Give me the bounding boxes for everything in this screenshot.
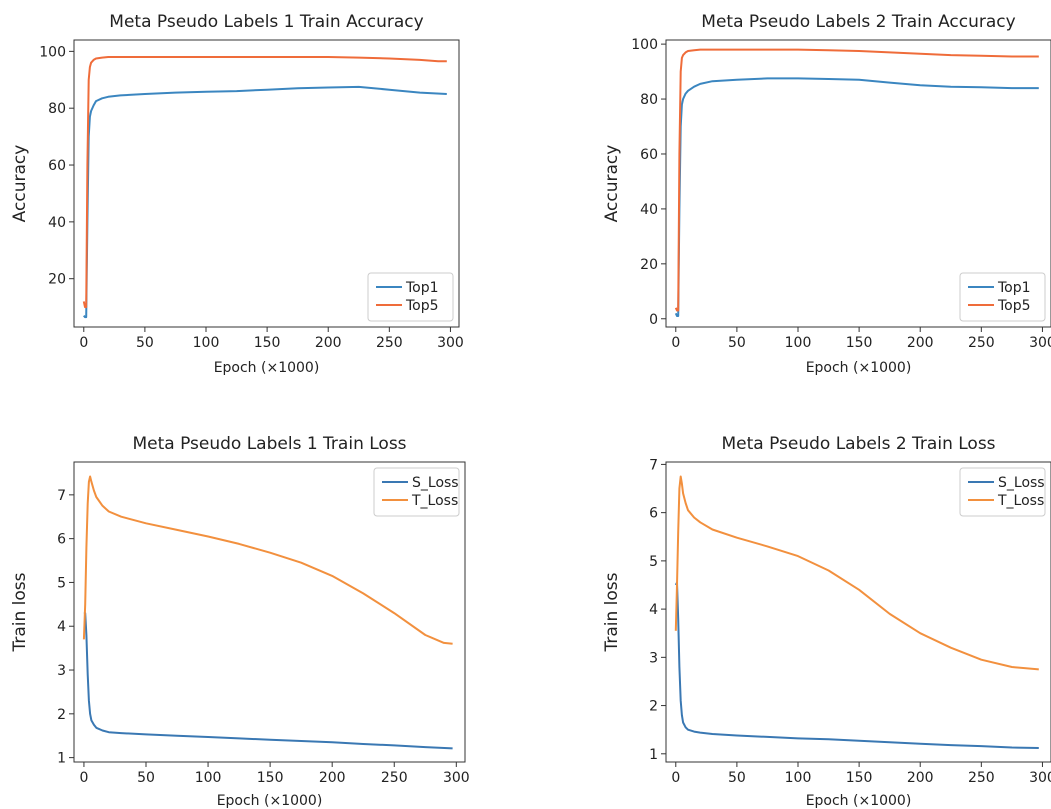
y-tick-label: 6 bbox=[649, 506, 658, 522]
y-tick-label: 40 bbox=[640, 202, 658, 218]
series-line-top5 bbox=[82, 56, 447, 309]
legend-label: Top5 bbox=[997, 298, 1031, 314]
x-tick-label: 200 bbox=[907, 335, 934, 351]
y-tick-label: 6 bbox=[57, 532, 66, 548]
legend: S_Loss T_Loss bbox=[959, 467, 1046, 517]
legend: Top1 Top5 bbox=[367, 272, 454, 322]
x-tick-label: 150 bbox=[846, 335, 873, 351]
y-tick-label: 3 bbox=[649, 650, 658, 666]
x-tick-label: 150 bbox=[846, 770, 873, 786]
x-tick-label: 0 bbox=[79, 335, 88, 351]
chart-title: Meta Pseudo Labels 1 Train Loss bbox=[132, 434, 406, 454]
x-tick-label: 50 bbox=[136, 335, 154, 351]
y-tick-label: 7 bbox=[649, 457, 658, 473]
y-axis-label: Train loss bbox=[602, 572, 622, 652]
legend-box bbox=[959, 467, 1046, 517]
x-tick-label: 250 bbox=[968, 770, 995, 786]
chart-2: Meta Pseudo Labels 2 Train Accuracy 0 50 10… bbox=[602, 12, 1051, 376]
x-axis-label: Epoch (×1000) bbox=[214, 360, 320, 376]
x-tick-label: 100 bbox=[785, 770, 812, 786]
legend-label: Top5 bbox=[405, 298, 439, 314]
y-tick-label: 60 bbox=[48, 158, 66, 174]
y-tick-label: 80 bbox=[48, 101, 66, 117]
y-tick-label: 2 bbox=[57, 707, 66, 723]
x-axis-label: Epoch (×1000) bbox=[806, 793, 912, 809]
x-tick-label: 100 bbox=[785, 335, 812, 351]
chart-title: Meta Pseudo Labels 1 Train Accuracy bbox=[109, 12, 423, 32]
x-tick-label: 0 bbox=[671, 335, 680, 351]
x-axis-label: Epoch (×1000) bbox=[806, 360, 912, 376]
y-axis-label: Train loss bbox=[10, 572, 30, 652]
y-tick-label: 5 bbox=[57, 575, 66, 591]
chart-1: Meta Pseudo Labels 1 Train Accuracy 0 50 10… bbox=[10, 12, 464, 376]
y-tick-label: 80 bbox=[640, 92, 658, 108]
x-tick-label: 0 bbox=[671, 770, 680, 786]
y-tick-label: 4 bbox=[57, 619, 66, 635]
x-tick-label: 300 bbox=[443, 770, 470, 786]
y-tick-label: 4 bbox=[649, 602, 658, 618]
legend-label: S_Loss bbox=[998, 475, 1045, 491]
series-line-s-loss bbox=[674, 581, 1039, 749]
plot-frame bbox=[665, 39, 1051, 328]
x-tick-label: 200 bbox=[315, 335, 342, 351]
y-tick-label: 60 bbox=[640, 147, 658, 163]
series-line-t-loss bbox=[674, 475, 1039, 671]
legend-label: Top1 bbox=[997, 280, 1031, 296]
y-tick-label: 7 bbox=[57, 488, 66, 504]
x-tick-label: 0 bbox=[79, 770, 88, 786]
y-axis-label: Accuracy bbox=[602, 145, 622, 223]
chart-4: Meta Pseudo Labels 2 Train Loss 0 50 100 150… bbox=[602, 434, 1051, 809]
x-tick-label: 100 bbox=[195, 770, 222, 786]
y-tick-label: 1 bbox=[649, 747, 658, 763]
legend-box bbox=[367, 272, 454, 322]
y-axis-label: Accuracy bbox=[10, 145, 30, 223]
x-tick-label: 250 bbox=[381, 770, 408, 786]
y-tick-label: 100 bbox=[39, 44, 66, 60]
x-axis-label: Epoch (×1000) bbox=[217, 793, 323, 809]
x-tick-label: 100 bbox=[193, 335, 220, 351]
series-line-t-loss bbox=[82, 475, 453, 645]
x-tick-label: 300 bbox=[1029, 770, 1051, 786]
y-tick-label: 40 bbox=[48, 215, 66, 231]
x-tick-label: 150 bbox=[257, 770, 284, 786]
y-tick-label: 20 bbox=[640, 257, 658, 273]
chart-title: Meta Pseudo Labels 2 Train Loss bbox=[721, 434, 995, 454]
y-tick-label: 2 bbox=[649, 699, 658, 715]
legend-label: T_Loss bbox=[411, 493, 458, 509]
chart-title: Meta Pseudo Labels 2 Train Accuracy bbox=[701, 12, 1015, 32]
legend: Top1 Top5 bbox=[959, 272, 1046, 322]
y-tick-label: 20 bbox=[48, 272, 66, 288]
y-tick-label: 1 bbox=[57, 751, 66, 767]
x-tick-label: 50 bbox=[137, 770, 155, 786]
y-tick-label: 3 bbox=[57, 663, 66, 679]
x-tick-label: 150 bbox=[254, 335, 281, 351]
plot-frame bbox=[73, 461, 466, 763]
plot-frame bbox=[665, 461, 1051, 763]
chart-3: Meta Pseudo Labels 1 Train Loss 0 50 100 150… bbox=[10, 434, 470, 809]
legend-label: S_Loss bbox=[412, 475, 459, 491]
x-tick-label: 250 bbox=[376, 335, 403, 351]
legend-box bbox=[373, 467, 460, 517]
x-tick-label: 200 bbox=[319, 770, 346, 786]
x-tick-label: 50 bbox=[728, 335, 746, 351]
x-tick-label: 250 bbox=[968, 335, 995, 351]
y-tick-label: 0 bbox=[649, 312, 658, 328]
legend: S_Loss T_Loss bbox=[373, 467, 460, 517]
x-tick-label: 300 bbox=[1029, 335, 1051, 351]
legend-box bbox=[959, 272, 1046, 322]
series-line-s-loss bbox=[83, 612, 453, 750]
x-tick-label: 50 bbox=[728, 770, 746, 786]
x-tick-label: 200 bbox=[907, 770, 934, 786]
x-tick-label: 300 bbox=[437, 335, 464, 351]
plot-frame bbox=[73, 39, 460, 328]
legend-label: Top1 bbox=[405, 280, 439, 296]
series-line-top5 bbox=[674, 48, 1039, 312]
y-tick-label: 5 bbox=[649, 554, 658, 570]
y-tick-label: 100 bbox=[631, 37, 658, 53]
legend-label: T_Loss bbox=[997, 493, 1044, 509]
